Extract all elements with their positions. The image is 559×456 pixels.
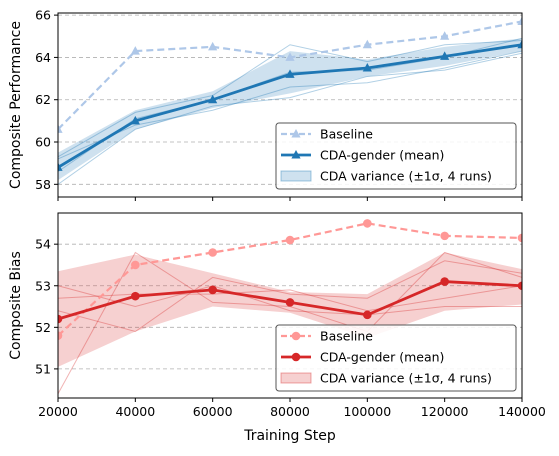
variance-band (58, 252, 522, 367)
y-axis-title: Composite Bias (8, 251, 24, 360)
cda-mean-point (285, 298, 295, 307)
baseline-point (285, 235, 295, 245)
y-tick-label: 62 (35, 92, 51, 107)
x-tick-label: 120000 (421, 404, 469, 419)
cda-mean-point (517, 281, 522, 291)
baseline-point (363, 219, 372, 228)
legend-label: Baseline (320, 329, 373, 344)
cda-mean-point (58, 162, 63, 171)
x-tick-label: 60000 (193, 404, 233, 419)
legend-label: CDA-gender (mean) (320, 148, 444, 163)
legend-label: Baseline (320, 127, 373, 142)
x-tick-label: 80000 (270, 404, 310, 419)
baseline-point (58, 331, 63, 340)
legend-box (275, 324, 517, 392)
plot-area (58, 219, 522, 395)
baseline-point (208, 41, 218, 51)
baseline-point (440, 231, 449, 241)
plot-area (58, 16, 522, 185)
run-line (58, 260, 522, 333)
cda-mean-point (208, 94, 218, 104)
legend-label: CDA-gender (mean) (320, 350, 444, 365)
baseline-point (58, 124, 63, 133)
baseline-point (130, 46, 140, 55)
legend: Baseline CDA-gender (mean) CDA variance (±… (275, 122, 517, 190)
x-tick-label: 40000 (115, 404, 155, 419)
run-line (58, 52, 522, 185)
y-tick-label: 60 (35, 135, 51, 150)
cda-mean-point (208, 285, 217, 295)
legend-band-swatch (280, 170, 312, 182)
y-tick-label: 51 (35, 361, 51, 376)
legend-band-swatch (280, 372, 312, 384)
cda-mean-point (362, 62, 372, 72)
cda-mean-point (130, 115, 140, 125)
legend: Baseline CDA-gender (mean) CDA variance (±… (275, 324, 517, 392)
baseline-point (440, 31, 450, 40)
cda-mean-point (58, 314, 63, 324)
cda-mean-point (440, 51, 450, 60)
legend-baseline-marker (291, 331, 301, 341)
legend-baseline-marker (291, 129, 301, 138)
y-axis-title: Composite Performance (8, 21, 24, 189)
run-line (58, 285, 522, 316)
legend-mean-marker (291, 150, 301, 159)
legend-mean-marker (291, 352, 301, 362)
y-tick-label: 64 (35, 50, 51, 65)
y-tick-label: 66 (35, 8, 51, 23)
cda-mean-point (285, 69, 295, 78)
bias-panel: 51 52 53 54 20000 40000 60000 80000 100000 120000… (8, 212, 546, 444)
x-axis-title: Training Step (243, 428, 336, 444)
y-tick-label: 52 (35, 320, 51, 335)
legend-label: CDA variance (±1σ, 4 runs) (320, 371, 492, 386)
legend-label: CDA variance (±1σ, 4 runs) (320, 169, 492, 184)
baseline-point (285, 52, 295, 61)
cda-mean-point (363, 310, 372, 320)
y-tick-label: 54 (35, 237, 51, 252)
x-tick-label: 100000 (343, 404, 391, 419)
baseline-point (131, 260, 140, 270)
y-tick-label: 53 (35, 278, 51, 293)
cda-mean-point (517, 39, 522, 49)
legend-box (275, 122, 517, 190)
y-tick-label: 58 (35, 177, 51, 192)
cda-mean-point (131, 291, 140, 301)
run-line (58, 50, 522, 160)
run-line (58, 39, 522, 158)
x-tick-label: 140000 (498, 404, 546, 419)
performance-panel: 58 60 62 64 66 Composite Performance Baseline C… (8, 8, 523, 201)
baseline-point (362, 39, 372, 49)
baseline-point (208, 248, 217, 257)
baseline-point (517, 233, 522, 243)
cda-mean-point (440, 277, 449, 286)
x-tick-label: 20000 (38, 404, 78, 419)
baseline-point (517, 16, 522, 25)
